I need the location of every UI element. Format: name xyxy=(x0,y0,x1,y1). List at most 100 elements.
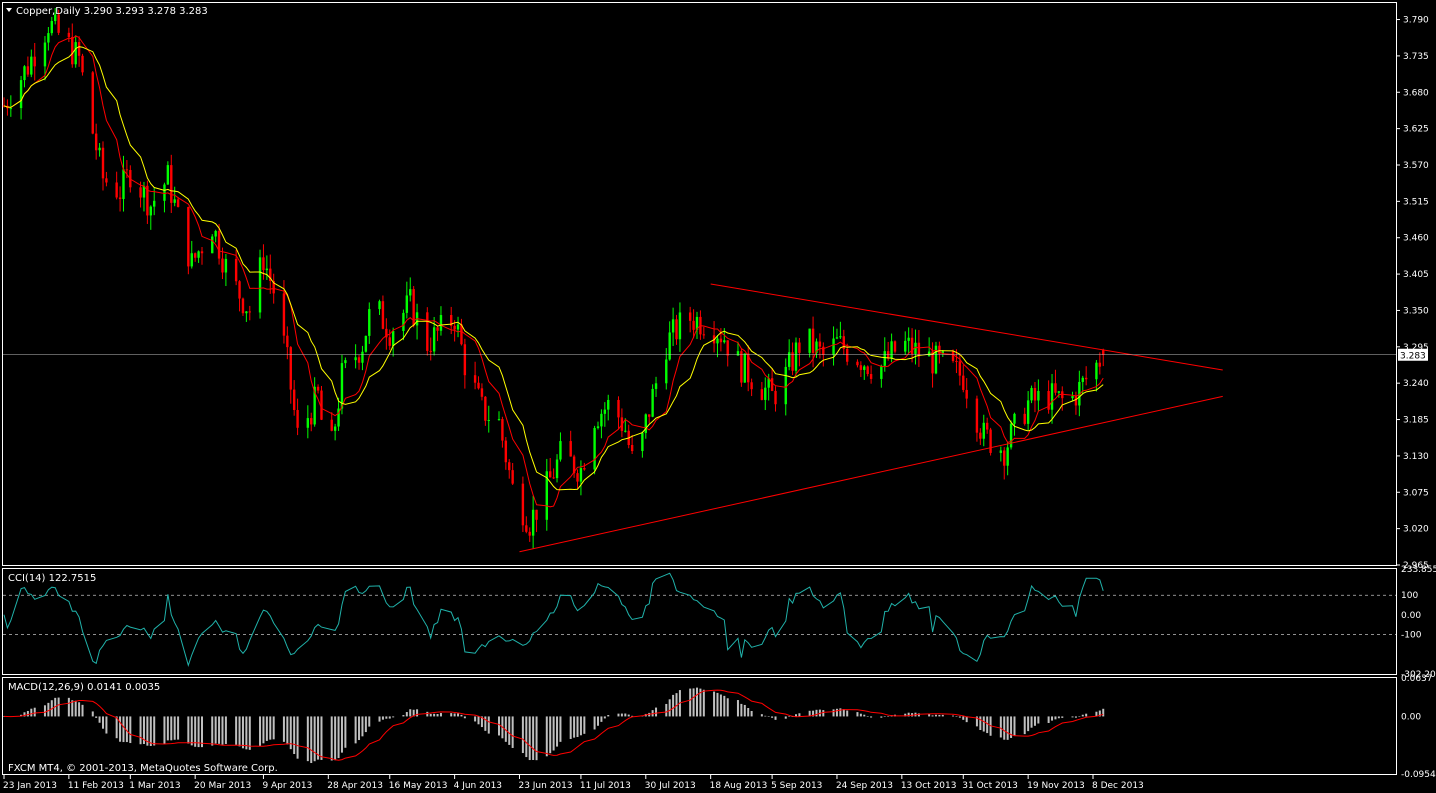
candle-body xyxy=(692,320,695,330)
candle-body xyxy=(904,340,907,352)
macd-tick-label: -0.0954 xyxy=(1401,770,1436,780)
candle-body xyxy=(9,108,13,110)
macd-histogram-bar xyxy=(149,716,152,746)
candle-body xyxy=(651,388,654,417)
candle-body xyxy=(221,258,224,273)
candle-body xyxy=(439,315,443,331)
macd-histogram-bar xyxy=(436,714,439,717)
candle-body xyxy=(269,268,272,281)
candle-body xyxy=(719,338,723,343)
chart-menu-triangle-icon[interactable] xyxy=(6,8,12,12)
candle-body xyxy=(426,312,429,351)
candle-body xyxy=(883,351,886,366)
candle-body xyxy=(473,375,477,383)
macd-histogram-bar xyxy=(201,716,203,748)
macd-histogram-bar xyxy=(214,716,217,744)
macd-histogram-bar xyxy=(1081,714,1084,717)
macd-histogram-bar xyxy=(296,716,299,759)
candle-body xyxy=(555,459,559,479)
macd-histogram-bar xyxy=(364,716,367,733)
candle-body xyxy=(1102,350,1105,355)
date-tick-label: 8 Dec 2013 xyxy=(1092,781,1144,791)
macd-histogram-bar xyxy=(1030,716,1033,728)
macd-histogram-bar xyxy=(91,711,94,717)
price-tick-label: 3.570 xyxy=(1403,161,1429,171)
candle-body xyxy=(965,389,968,399)
macd-histogram-bar xyxy=(938,714,941,717)
macd-histogram-bar xyxy=(194,716,197,747)
date-tick-label: 31 Oct 2013 xyxy=(962,781,1018,791)
candle-body xyxy=(702,334,706,336)
macd-histogram-bar xyxy=(409,709,412,717)
candle-body xyxy=(412,289,415,326)
candle-body xyxy=(1009,423,1013,448)
macd-histogram-bar xyxy=(812,710,815,717)
candle-body xyxy=(81,55,84,73)
candle-body xyxy=(989,429,992,453)
candle-body xyxy=(528,531,531,536)
candle-body xyxy=(1095,362,1098,380)
candle-body xyxy=(30,56,33,75)
macd-histogram-bar xyxy=(457,713,460,717)
candle-body xyxy=(624,430,627,432)
macd-histogram-bar xyxy=(1098,710,1101,717)
candle-body xyxy=(962,375,965,390)
macd-histogram-bar xyxy=(282,716,285,742)
cci-tick-label: 100 xyxy=(1401,591,1418,601)
macd-histogram-bar xyxy=(381,716,384,720)
candle-body xyxy=(774,390,777,405)
macd-histogram-bar xyxy=(835,708,838,717)
macd-histogram-bar xyxy=(907,712,910,717)
macd-histogram-bar xyxy=(999,716,1002,738)
macd-histogram-bar xyxy=(839,708,842,717)
macd-histogram-bar xyxy=(484,716,487,731)
cci-line xyxy=(3,572,1104,667)
candle-body xyxy=(289,347,292,390)
candle-body xyxy=(1013,413,1016,424)
macd-histogram-bar xyxy=(723,695,726,717)
macd-histogram-bar xyxy=(378,716,381,722)
candle-body xyxy=(149,206,152,216)
macd-histogram-bar xyxy=(47,702,50,717)
candle-body xyxy=(859,365,863,370)
macd-histogram-bar xyxy=(262,716,265,744)
macd-histogram-bar xyxy=(67,697,70,717)
candle-body xyxy=(77,42,81,56)
macd-histogram-bar xyxy=(1003,716,1006,740)
candle-body xyxy=(811,328,815,353)
candle-body xyxy=(409,289,412,296)
macd-histogram-bar xyxy=(480,716,483,728)
moving-average-yellow xyxy=(3,46,1104,491)
macd-histogram-bar xyxy=(1057,716,1060,719)
macd-histogram-bar xyxy=(1085,713,1088,717)
candle-body xyxy=(955,360,958,362)
macd-histogram-bar xyxy=(904,713,907,717)
macd-histogram-bar xyxy=(170,716,173,741)
macd-histogram-bar xyxy=(583,716,586,734)
candle-body xyxy=(1054,383,1057,393)
macd-histogram-bar xyxy=(344,716,347,748)
candle-body xyxy=(262,257,265,271)
candle-body xyxy=(511,470,514,484)
candle-body xyxy=(320,390,323,420)
macd-histogram-bar xyxy=(675,693,678,717)
cci-series: 233.8556 100 0.00 -100 -302.208 xyxy=(3,565,1436,680)
macd-histogram-bar xyxy=(269,716,272,740)
macd-histogram-bar xyxy=(218,716,221,744)
candle-body xyxy=(385,328,388,338)
macd-histogram-bar xyxy=(439,713,442,717)
copyright-text: FXCM MT4, © 2001-2013, MetaQuotes Softwa… xyxy=(8,763,278,774)
date-tick-label: 24 Sep 2013 xyxy=(836,781,893,791)
macd-histogram-bar xyxy=(238,716,241,747)
macd-histogram-bar xyxy=(474,716,477,722)
candle-body xyxy=(460,324,463,345)
candle-body xyxy=(593,428,596,470)
candle-body xyxy=(1078,381,1081,406)
macd-histogram-bar xyxy=(576,716,579,738)
macd-histogram-bar xyxy=(81,704,84,717)
macd-histogram-bar xyxy=(842,709,845,717)
candle-body xyxy=(654,383,658,389)
macd-histogram-bar xyxy=(1013,716,1016,736)
candle-body xyxy=(743,353,746,383)
